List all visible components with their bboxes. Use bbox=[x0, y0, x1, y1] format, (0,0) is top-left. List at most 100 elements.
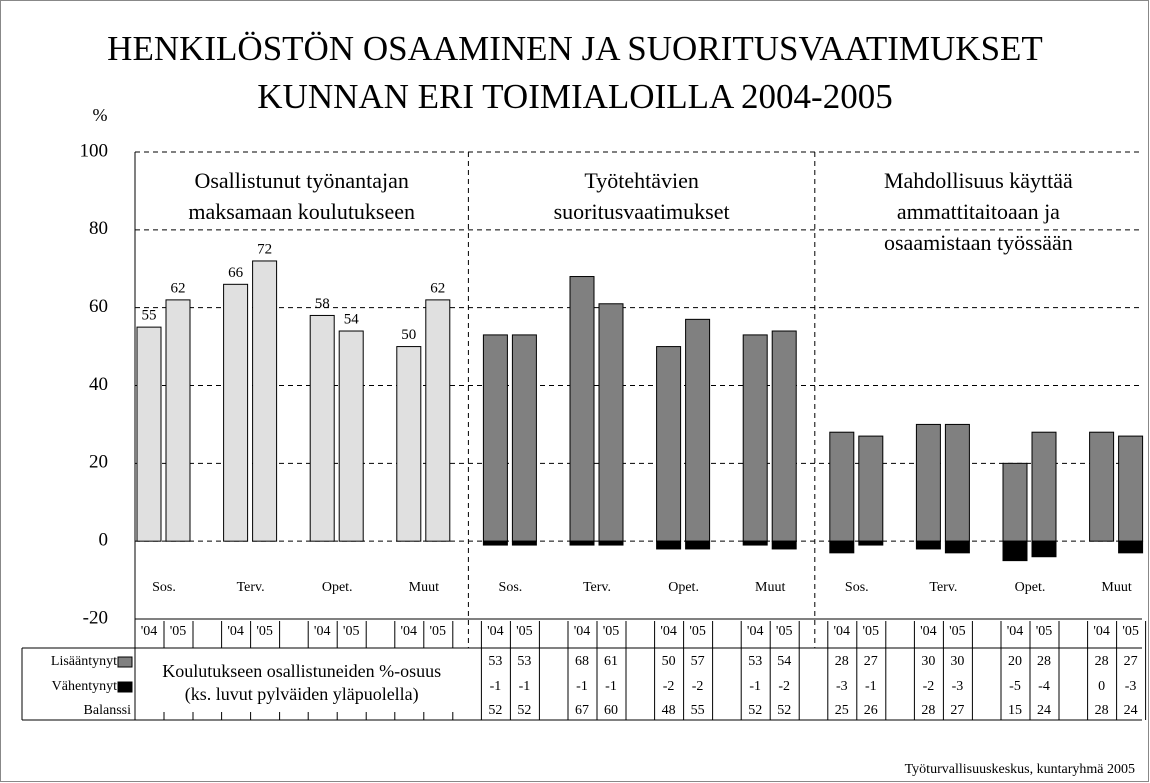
table-value: -1 bbox=[490, 679, 502, 694]
table-value: -2 bbox=[692, 679, 704, 694]
table-value: 25 bbox=[835, 703, 849, 718]
data-label: 55 bbox=[142, 308, 157, 324]
table-value: -1 bbox=[519, 679, 531, 694]
panel-title: osaamistaan työssään bbox=[884, 230, 1073, 255]
x-tick-label: Muut bbox=[755, 580, 785, 595]
chart-title: HENKILÖSTÖN OSAAMINEN JA SUORITUSVAATIMU… bbox=[107, 29, 1043, 68]
bar bbox=[165, 299, 191, 542]
bar bbox=[656, 346, 682, 542]
year-label: '05 bbox=[256, 624, 273, 639]
table-value: 27 bbox=[864, 654, 878, 669]
year-label: '04 bbox=[487, 624, 504, 639]
bar bbox=[829, 540, 855, 554]
chart-title: KUNNAN ERI TOIMIALOILLA 2004-2005 bbox=[257, 77, 892, 116]
table-value: 53 bbox=[748, 654, 762, 669]
year-label: '04 bbox=[920, 624, 937, 639]
year-label: '04 bbox=[574, 624, 591, 639]
x-tick-label: Sos. bbox=[845, 580, 869, 595]
table-value: 24 bbox=[1124, 703, 1138, 718]
bar bbox=[944, 540, 970, 554]
table-value: -3 bbox=[1125, 679, 1137, 694]
panel-title: Mahdollisuus käyttää bbox=[884, 168, 1073, 193]
x-tick-label: Terv. bbox=[237, 580, 265, 595]
bar bbox=[742, 334, 768, 542]
x-tick-label: Opet. bbox=[322, 580, 353, 595]
bar bbox=[858, 540, 884, 546]
row-label: Lisääntynyt bbox=[51, 654, 117, 669]
legend-swatch bbox=[117, 656, 133, 668]
year-label: '05 bbox=[776, 624, 793, 639]
bar bbox=[915, 423, 941, 542]
bar bbox=[858, 435, 884, 542]
bar bbox=[944, 423, 970, 542]
bar bbox=[338, 330, 364, 542]
year-label: '04 bbox=[747, 624, 764, 639]
bar bbox=[1118, 435, 1144, 542]
bar bbox=[396, 346, 422, 542]
table-value: 48 bbox=[662, 703, 676, 718]
bar bbox=[742, 540, 768, 546]
bar bbox=[1118, 540, 1144, 554]
table-value: 67 bbox=[575, 703, 589, 718]
table-value: -2 bbox=[778, 679, 790, 694]
bar bbox=[511, 540, 537, 546]
x-tick-label: Muut bbox=[1101, 580, 1131, 595]
table-value: 27 bbox=[1124, 654, 1138, 669]
bar bbox=[656, 540, 682, 550]
table-value: 52 bbox=[777, 703, 791, 718]
data-label: 58 bbox=[315, 296, 330, 312]
legend-swatch bbox=[117, 681, 133, 693]
table-value: -1 bbox=[605, 679, 617, 694]
year-label: '05 bbox=[863, 624, 880, 639]
panel-title: suoritusvaatimukset bbox=[554, 199, 730, 224]
y-tick-label: -20 bbox=[83, 607, 108, 628]
table-value: -1 bbox=[576, 679, 588, 694]
bar bbox=[252, 260, 278, 542]
table-value: -3 bbox=[952, 679, 964, 694]
row-label: Vähentynyt bbox=[52, 679, 117, 694]
table-value: 50 bbox=[662, 654, 676, 669]
y-tick-label: 0 bbox=[99, 530, 109, 551]
year-label: '05 bbox=[689, 624, 706, 639]
bar bbox=[1089, 431, 1115, 542]
table-value: 52 bbox=[748, 703, 762, 718]
year-label: '05 bbox=[430, 624, 447, 639]
year-label: '05 bbox=[1036, 624, 1053, 639]
bar bbox=[482, 540, 508, 546]
table-note: Koulutukseen osallistuneiden %-osuus bbox=[162, 661, 441, 681]
year-label: '04 bbox=[227, 624, 244, 639]
y-tick-label: 60 bbox=[89, 296, 108, 317]
x-tick-label: Terv. bbox=[929, 580, 957, 595]
bar bbox=[1002, 462, 1028, 542]
data-label: 62 bbox=[430, 280, 445, 296]
x-tick-label: Opet. bbox=[1015, 580, 1046, 595]
y-tick-label: 80 bbox=[89, 218, 108, 239]
bar bbox=[598, 303, 624, 542]
table-value: 28 bbox=[835, 654, 849, 669]
year-label: '05 bbox=[516, 624, 533, 639]
x-tick-label: Sos. bbox=[499, 580, 523, 595]
table-value: 54 bbox=[777, 654, 791, 669]
table-value: 26 bbox=[864, 703, 878, 718]
table-value: 30 bbox=[921, 654, 935, 669]
bar bbox=[1002, 540, 1028, 562]
bar bbox=[425, 299, 451, 542]
table-value: 20 bbox=[1008, 654, 1022, 669]
bar bbox=[569, 540, 595, 546]
table-value: 0 bbox=[1098, 679, 1105, 694]
y-tick-label: 20 bbox=[89, 452, 108, 473]
table-value: 53 bbox=[517, 654, 531, 669]
y-axis-label: % bbox=[93, 105, 108, 125]
table-value: 52 bbox=[517, 703, 531, 718]
data-label: 54 bbox=[344, 311, 360, 327]
year-label: '04 bbox=[1007, 624, 1024, 639]
year-label: '04 bbox=[660, 624, 677, 639]
year-label: '04 bbox=[314, 624, 331, 639]
bar bbox=[309, 314, 335, 542]
year-label: '05 bbox=[949, 624, 966, 639]
year-label: '04 bbox=[834, 624, 851, 639]
panel-title: Työtehtävien bbox=[584, 168, 699, 193]
table-value: 55 bbox=[691, 703, 705, 718]
table-value: 27 bbox=[950, 703, 964, 718]
